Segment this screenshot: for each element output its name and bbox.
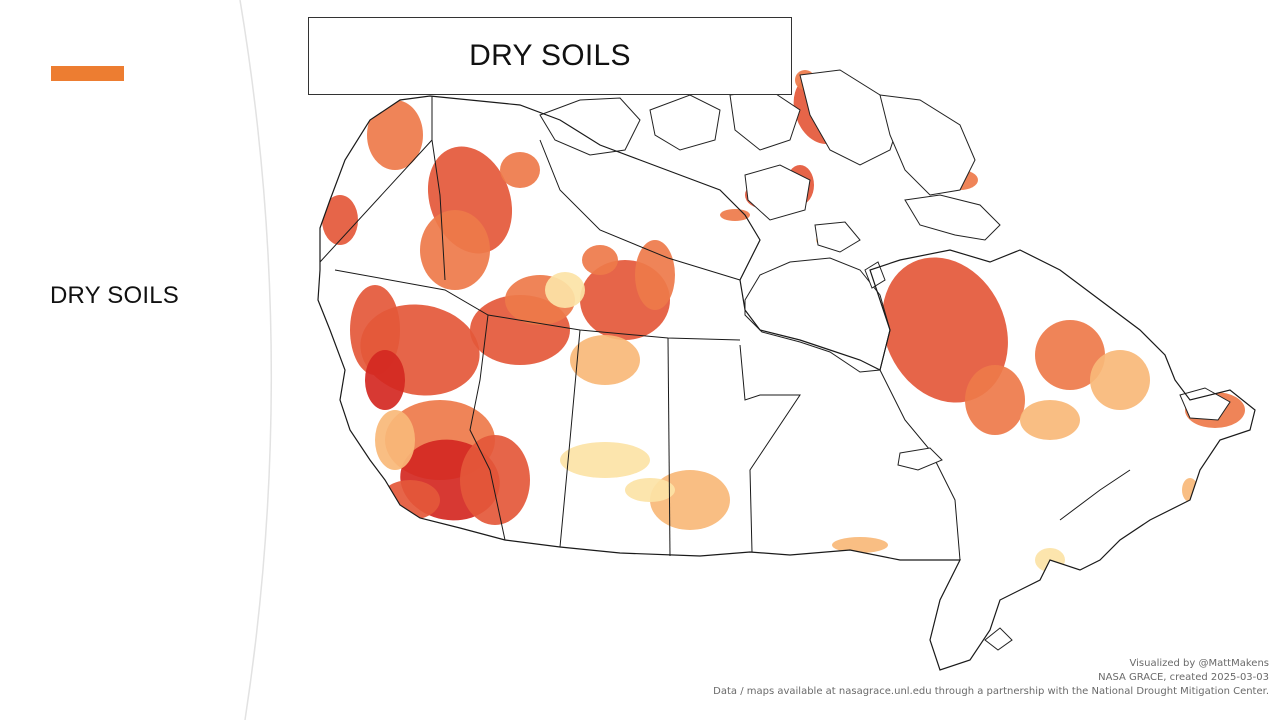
dry-soil-patch (570, 335, 640, 385)
credit-source: NASA GRACE, created 2025-03-03 (1098, 672, 1269, 683)
dry-soil-patch (367, 100, 423, 170)
side-title: DRY SOILS (50, 282, 179, 309)
dry-soil-patch (420, 210, 490, 290)
map-title-box: DRY SOILS (308, 17, 792, 95)
map-credits: Visualized by @MattMakens NASA GRACE, cr… (713, 657, 1269, 699)
credit-data-availability: Data / maps available at nasagrace.unl.e… (713, 686, 1269, 697)
dry-soil-patch (460, 435, 530, 525)
arctic-islands (539, 69, 1231, 421)
dry-soil-patch (635, 240, 675, 310)
dry-soil-patch (832, 537, 888, 553)
dry-soil-patch (375, 410, 415, 470)
great-lakes (897, 447, 1013, 651)
map-title: DRY SOILS (469, 39, 631, 72)
dry-soil-patch (582, 245, 618, 275)
land (318, 96, 1255, 670)
dry-soil-patch (545, 272, 585, 308)
dry-soil-patch (560, 442, 650, 478)
dry-soil-patch (1035, 320, 1105, 390)
accent-bar (51, 66, 124, 81)
dry-soil-patch (882, 257, 1008, 403)
dry-soil-patches (322, 100, 1245, 572)
dry-soil-patch (965, 365, 1025, 435)
dry-soil-patch (365, 350, 405, 410)
canada-outline (317, 95, 1256, 671)
province-boundaries (319, 96, 1131, 561)
dry-soil-patch (500, 152, 540, 188)
dry-soil-patch (322, 195, 358, 245)
dry-soil-patch (1090, 350, 1150, 410)
dry-soil-patch (1020, 400, 1080, 440)
credit-visualized-by: Visualized by @MattMakens (1129, 658, 1270, 669)
dry-soil-patch (625, 478, 675, 502)
